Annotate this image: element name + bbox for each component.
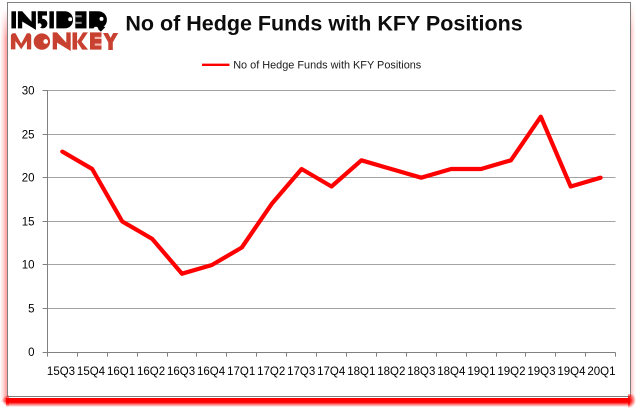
- svg-text:16Q4: 16Q4: [197, 366, 226, 378]
- svg-text:10: 10: [22, 259, 35, 271]
- svg-text:19Q1: 19Q1: [467, 366, 495, 378]
- svg-text:18Q1: 18Q1: [347, 366, 375, 378]
- svg-text:17Q4: 17Q4: [317, 366, 346, 378]
- svg-text:16Q3: 16Q3: [167, 366, 195, 378]
- svg-text:19Q3: 19Q3: [527, 366, 555, 378]
- svg-text:15: 15: [22, 216, 35, 228]
- svg-text:20: 20: [22, 172, 35, 184]
- svg-text:20Q1: 20Q1: [587, 366, 615, 378]
- svg-text:0: 0: [28, 347, 34, 359]
- svg-text:19Q4: 19Q4: [557, 366, 586, 378]
- svg-text:18Q2: 18Q2: [377, 366, 405, 378]
- svg-text:5: 5: [28, 303, 34, 315]
- svg-text:18Q4: 18Q4: [437, 366, 466, 378]
- svg-text:16Q2: 16Q2: [137, 366, 165, 378]
- svg-text:25: 25: [22, 129, 35, 141]
- svg-text:17Q2: 17Q2: [257, 366, 285, 378]
- svg-text:17Q3: 17Q3: [287, 366, 315, 378]
- svg-text:30: 30: [22, 85, 35, 97]
- svg-text:19Q2: 19Q2: [497, 366, 525, 378]
- svg-text:No of Hedge Funds with KFY Pos: No of Hedge Funds with KFY Positions: [125, 11, 522, 35]
- svg-text:No of Hedge Funds with KFY Pos: No of Hedge Funds with KFY Positions: [233, 59, 422, 71]
- svg-text:15Q3: 15Q3: [47, 366, 75, 378]
- svg-text:16Q1: 16Q1: [107, 366, 135, 378]
- svg-text:15Q4: 15Q4: [77, 366, 106, 378]
- svg-text:17Q1: 17Q1: [227, 366, 255, 378]
- svg-text:18Q3: 18Q3: [407, 366, 435, 378]
